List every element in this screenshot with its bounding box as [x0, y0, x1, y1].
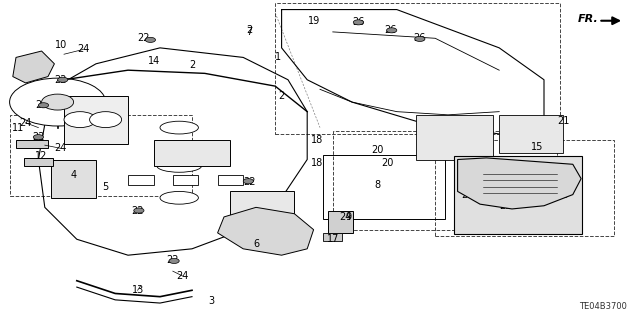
Text: 15: 15	[531, 142, 544, 152]
Polygon shape	[13, 51, 54, 83]
Text: 9: 9	[346, 212, 352, 222]
Text: 22: 22	[32, 132, 45, 142]
Circle shape	[169, 258, 179, 263]
Text: 26: 26	[352, 17, 365, 27]
Text: 22: 22	[131, 205, 144, 216]
Circle shape	[134, 208, 144, 213]
Polygon shape	[458, 158, 581, 209]
Text: 10: 10	[54, 40, 67, 50]
Text: 13: 13	[131, 285, 144, 295]
Text: 16: 16	[557, 189, 570, 200]
Text: 20: 20	[371, 145, 384, 155]
Bar	[323, 233, 342, 241]
Text: 2: 2	[278, 91, 285, 101]
Ellipse shape	[157, 160, 202, 172]
Text: 20: 20	[381, 158, 394, 168]
Text: 18: 18	[310, 135, 323, 145]
Text: 5: 5	[102, 182, 109, 192]
Text: 24: 24	[19, 118, 32, 128]
Text: 8: 8	[374, 180, 381, 190]
Circle shape	[10, 78, 106, 126]
Circle shape	[387, 28, 397, 33]
Bar	[51, 160, 96, 198]
Bar	[275, 3, 560, 134]
Bar	[10, 115, 192, 196]
Circle shape	[243, 179, 253, 184]
Text: 22: 22	[54, 75, 67, 85]
Bar	[154, 140, 230, 166]
Text: 24: 24	[54, 143, 67, 153]
Circle shape	[64, 112, 96, 128]
Bar	[64, 96, 128, 144]
Bar	[499, 115, 563, 153]
Circle shape	[415, 36, 425, 41]
Polygon shape	[218, 207, 314, 255]
Ellipse shape	[160, 191, 198, 204]
Text: 17: 17	[326, 234, 339, 244]
Ellipse shape	[160, 121, 198, 134]
Text: 25: 25	[499, 201, 512, 211]
Text: 12: 12	[35, 151, 48, 161]
Circle shape	[58, 77, 68, 82]
Text: 11: 11	[12, 122, 24, 133]
Circle shape	[90, 112, 122, 128]
Text: 23: 23	[461, 189, 474, 200]
Text: 24: 24	[339, 212, 352, 222]
Text: 19: 19	[307, 16, 320, 26]
Text: 26: 26	[384, 25, 397, 35]
Bar	[128, 175, 154, 185]
Text: 6: 6	[253, 239, 259, 249]
Text: 24: 24	[77, 44, 90, 55]
Circle shape	[42, 94, 74, 110]
Text: 4: 4	[70, 170, 77, 181]
Text: 21: 21	[557, 116, 570, 126]
Text: 22: 22	[35, 100, 48, 110]
Text: 1: 1	[275, 52, 282, 63]
Circle shape	[33, 135, 44, 140]
Bar	[416, 115, 493, 160]
Text: 14: 14	[147, 56, 160, 66]
Circle shape	[38, 103, 49, 108]
Text: 7: 7	[246, 27, 253, 37]
Bar	[230, 191, 294, 230]
Text: 26: 26	[413, 33, 426, 43]
Bar	[24, 158, 53, 166]
Text: 22: 22	[243, 177, 256, 187]
Bar	[323, 155, 445, 219]
Bar	[454, 156, 582, 234]
Bar	[218, 175, 243, 185]
Bar	[173, 175, 198, 185]
Text: 22: 22	[166, 255, 179, 265]
Bar	[328, 211, 353, 233]
Text: 3: 3	[208, 296, 214, 307]
Bar	[333, 131, 557, 230]
Text: 2: 2	[189, 60, 195, 70]
Text: 22: 22	[138, 33, 150, 43]
Text: TE04B3700: TE04B3700	[579, 302, 627, 311]
Circle shape	[145, 37, 156, 42]
Bar	[435, 140, 614, 236]
Text: 18: 18	[310, 158, 323, 168]
Bar	[16, 140, 48, 148]
Text: FR.: FR.	[578, 14, 598, 24]
Circle shape	[353, 20, 364, 25]
Text: 2: 2	[246, 25, 253, 35]
Text: 24: 24	[176, 271, 189, 281]
